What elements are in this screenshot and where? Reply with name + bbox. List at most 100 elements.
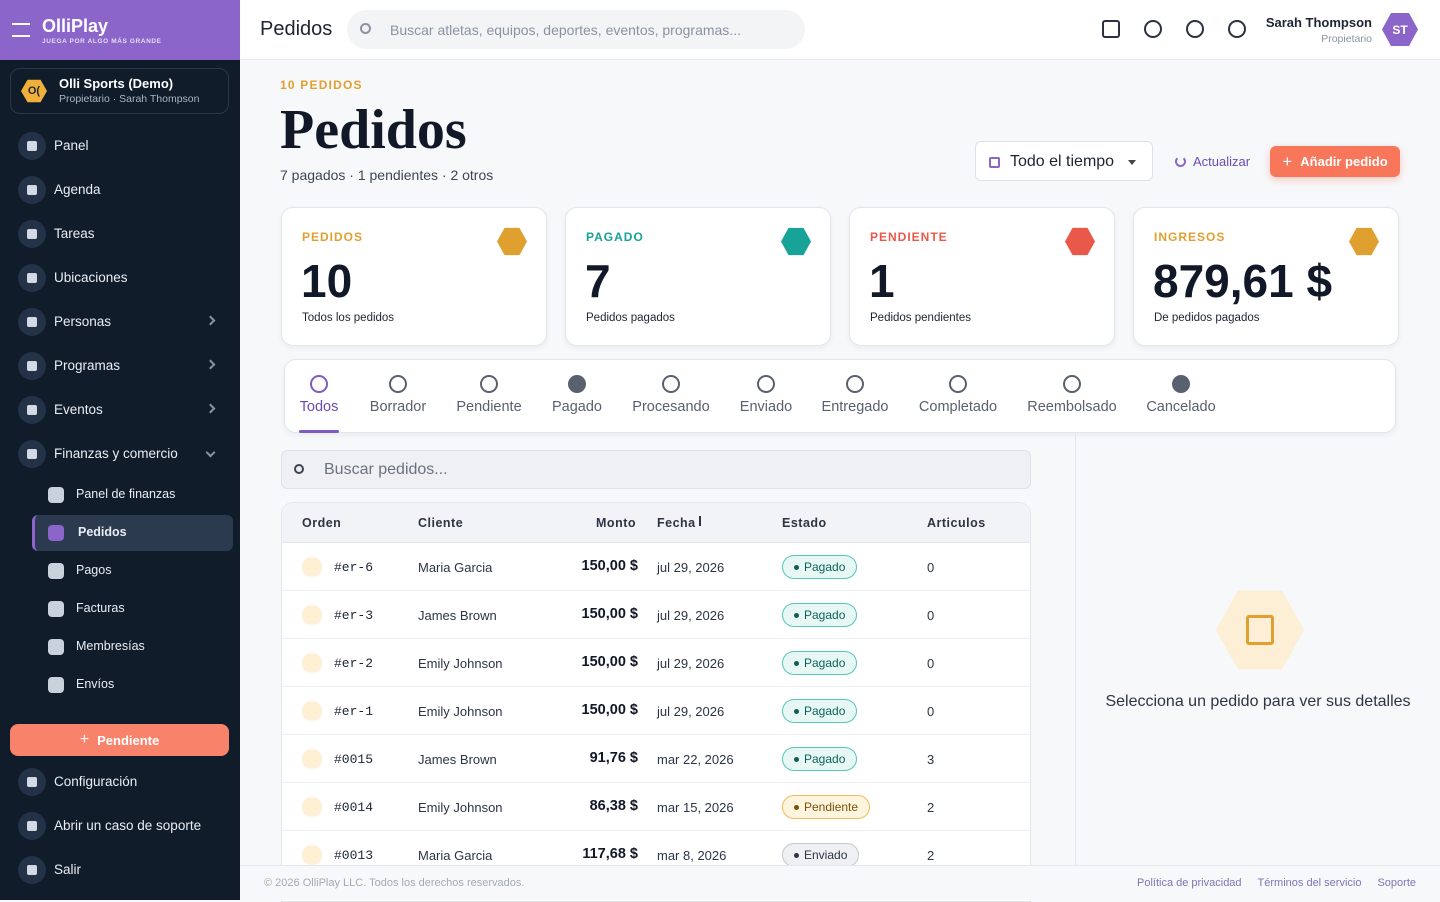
column-header[interactable]: Fecha [657,516,696,530]
status-label: Pagado [804,752,846,766]
menu-toggle[interactable] [12,23,30,37]
status-badge: Pagado [782,651,858,675]
subnav-label: Pedidos [78,525,127,539]
global-search[interactable]: Buscar atletas, equipos, deportes, event… [347,10,805,49]
date: jul 29, 2026 [657,704,725,719]
subnav-item[interactable]: Envíos [32,667,233,703]
nav-chevron [205,359,216,370]
date: jul 29, 2026 [657,560,725,575]
status-dot [794,564,799,570]
subnav-item[interactable]: Facturas [32,591,233,627]
amount: 86,38 $ [589,798,638,814]
tab-icon [662,375,680,393]
tab-label: Pagado [552,399,602,415]
search-icon [294,464,304,474]
nav-item[interactable]: Abrir un caso de soporte [10,806,230,846]
subnav-label: Facturas [76,601,125,615]
header-icon-button[interactable] [1228,20,1246,38]
nav-item[interactable]: Tareas [10,214,230,254]
subnav-item[interactable]: Pagos [32,553,233,589]
footer [240,865,1440,900]
nav-item[interactable]: Configuración [10,762,230,802]
status-dot [794,612,799,618]
stat-card: PAGADO 7 Pedidos pagados [565,207,831,346]
nav-item[interactable]: Panel [10,126,230,166]
copyright: © 2026 OlliPlay LLC. Todos los derechos … [264,877,525,889]
nav-item[interactable]: Programas [10,346,230,386]
tab-label: Borrador [369,399,427,415]
table-row[interactable]: #0015 James Brown 91,76 $ mar 22, 2026 Pagad… [282,735,1030,783]
table-row[interactable]: #er-1 Emily Johnson 150,00 $ jul 29, 2026 Pa… [282,687,1030,735]
subnav-icon [48,639,64,655]
status-badge: Pagado [782,603,858,627]
tab[interactable]: Pagado [527,360,627,432]
tab[interactable]: Borrador [348,360,448,432]
detail-empty: Selecciona un pedido para ver sus detall… [1105,693,1411,710]
range-select[interactable]: Todo el tiempo [975,141,1153,181]
nav-item[interactable]: Agenda [10,170,230,210]
column-header: Estado [782,516,827,530]
stat-caption: Pedidos pagados [586,312,675,324]
amount: 150,00 $ [581,654,638,670]
tab-indicator [299,430,339,433]
header-icon-button[interactable] [1186,20,1204,38]
page-summary: 7 pagados · 1 pendientes · 2 otros [280,167,494,183]
refresh-button[interactable]: Actualizar [1193,154,1251,169]
nav-icon [18,176,46,204]
order-id: #er-2 [334,656,374,671]
nav-item[interactable]: Personas [10,302,230,342]
org-switcher[interactable]: O(Olli Sports (Demo) Propietario · Sarah … [10,68,229,114]
order-icon [302,605,322,625]
date: mar 8, 2026 [657,848,727,863]
customer: Emily Johnson [418,704,503,719]
customer: Emily Johnson [418,656,503,671]
footer-link[interactable]: Política de privacidad [1136,877,1242,889]
nav-item[interactable]: Finanzas y comercio [10,434,230,474]
items-count: 0 [927,560,935,575]
tab[interactable]: Pendiente [439,360,539,432]
table-row[interactable]: #er-6 Maria Garcia 150,00 $ jul 29, 2026 Pag… [282,543,1030,591]
table-row[interactable]: #er-3 James Brown 150,00 $ jul 29, 2026 Paga… [282,591,1030,639]
tab[interactable]: Enviado [716,360,816,432]
tab[interactable]: Reembolsado [1022,360,1122,432]
add-order-button[interactable]: + Añadir pedido [1270,146,1400,177]
stat-caption: Todos los pedidos [302,312,395,324]
nav-label: Personas [54,314,112,329]
status-dot [794,756,799,762]
nav-label: Agenda [54,182,101,197]
tab[interactable]: Completado [908,360,1008,432]
tab[interactable]: Entregado [805,360,905,432]
pending-button[interactable]: + Pendiente [10,724,229,756]
header-icon-button[interactable] [1144,20,1162,38]
status-dot [794,660,799,666]
column-header: Monto [596,516,636,530]
table-row[interactable]: #0014 Emily Johnson 86,38 $ mar 15, 2026 Pen… [282,783,1030,831]
footer-link[interactable]: Términos del servicio [1257,877,1362,889]
subnav-item[interactable]: Pedidos [32,515,233,551]
refresh-icon[interactable] [1175,156,1186,167]
stat-value: 10 [301,255,353,307]
status-badge: Pendiente [782,795,871,819]
nav-item[interactable]: Ubicaciones [10,258,230,298]
order-search[interactable]: Buscar pedidos... [281,450,1031,489]
search-placeholder: Buscar atletas, equipos, deportes, event… [390,22,741,38]
nav-icon [18,132,46,160]
tab[interactable]: Todos [269,360,369,433]
subnav-item[interactable]: Panel de finanzas [32,477,233,513]
table-row[interactable]: #er-2 Emily Johnson 150,00 $ jul 29, 2026 Pa… [282,639,1030,687]
nav-item[interactable]: Salir [10,850,230,890]
tab[interactable]: Cancelado [1131,360,1231,432]
header-icon-button[interactable] [1102,20,1120,38]
order-icon [302,797,322,817]
stat-icon [1065,227,1095,256]
nav-icon [18,264,46,292]
tab[interactable]: Procesando [621,360,721,432]
subnav-label: Panel de finanzas [76,487,176,501]
footer-link[interactable]: Soporte [1377,877,1416,889]
tab-icon [949,375,967,393]
nav-icon [18,352,46,380]
subnav-item[interactable]: Membresías [32,629,233,665]
sort-arrow [699,516,701,526]
nav-item[interactable]: Eventos [10,390,230,430]
nav-label: Programas [54,358,121,373]
